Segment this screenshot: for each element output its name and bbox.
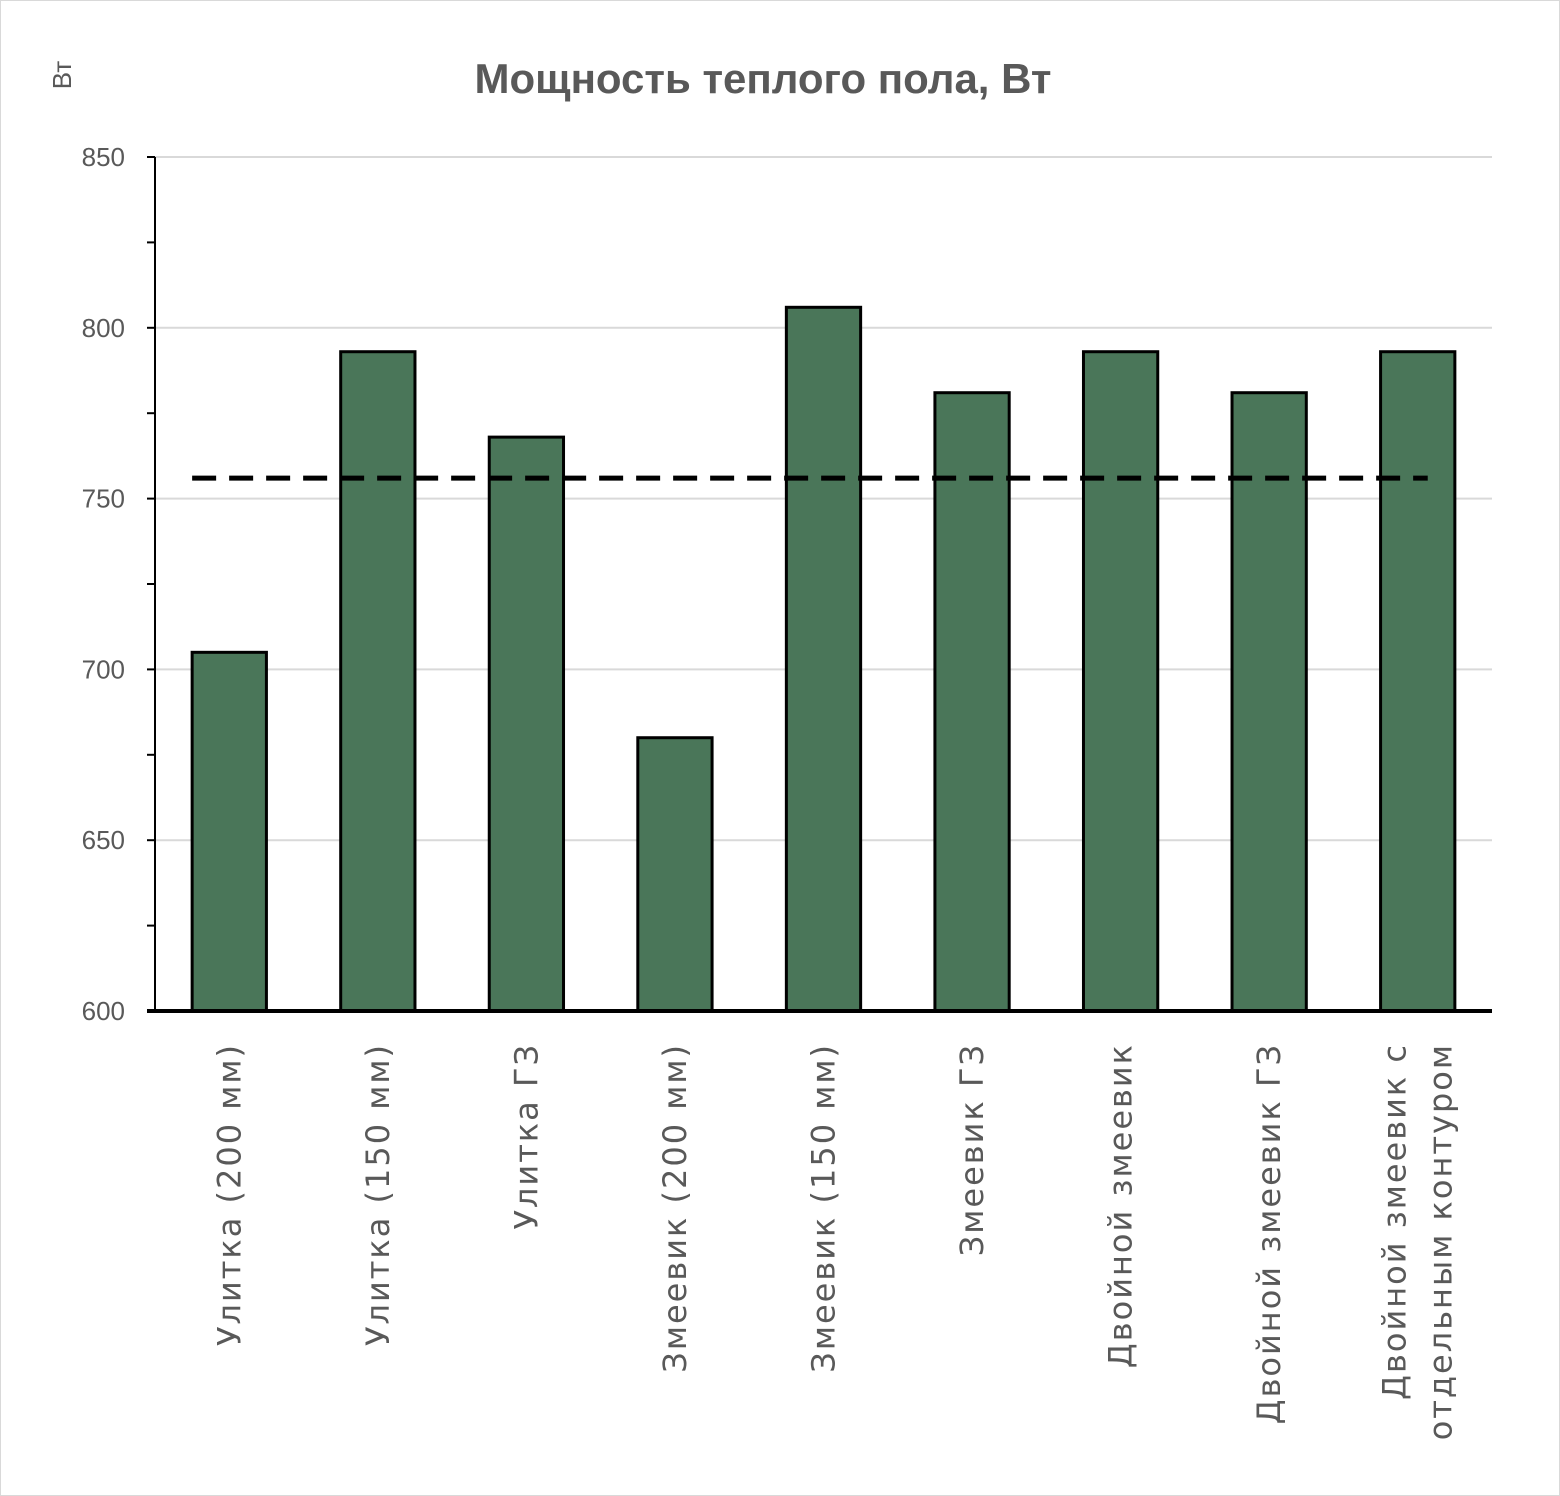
x-tick-label-line: Двойной змеевик с bbox=[1376, 1043, 1414, 1400]
x-tick-label-line: Улитка (200 мм) bbox=[210, 1043, 248, 1346]
bar-2 bbox=[339, 350, 417, 1013]
x-axis-ticks: Улитка (200 мм) Улитка (150 мм) Улитка ГЗ З… bbox=[210, 1043, 1459, 1440]
x-tick-label-line: Змеевик (200 мм) bbox=[656, 1043, 694, 1373]
chart-title: Мощность теплого пола, Вт bbox=[474, 55, 1051, 102]
y-tick-label-750: 750 bbox=[82, 484, 125, 514]
x-tick-label-9: Двойной змеевик с отдельным контуром bbox=[1376, 1043, 1460, 1440]
bar-7 bbox=[1081, 350, 1160, 1013]
bar-3 bbox=[487, 435, 566, 1013]
x-tick-label-line: Змеевик ГЗ bbox=[953, 1043, 991, 1256]
x-tick-label-8: Двойной змеевик ГЗ bbox=[1250, 1043, 1288, 1424]
bar-8 bbox=[1230, 391, 1308, 1013]
x-tick-label-line: Улитка (150 мм) bbox=[359, 1043, 397, 1346]
x-tick-label-line: Змеевик (150 мм) bbox=[805, 1043, 843, 1373]
y-axis-label: Вт bbox=[47, 61, 77, 89]
y-tick-label-850: 850 bbox=[82, 142, 125, 172]
bar-1 bbox=[190, 650, 268, 1013]
x-tick-label-3: Улитка ГЗ bbox=[507, 1043, 545, 1230]
x-tick-label-4: Змеевик (200 мм) bbox=[656, 1043, 694, 1373]
bar-6 bbox=[933, 391, 1011, 1013]
x-tick-label-5: Змеевик (150 мм) bbox=[805, 1043, 843, 1373]
axes bbox=[147, 157, 1492, 1013]
x-tick-label-6: Змеевик ГЗ bbox=[953, 1043, 991, 1256]
x-tick-label-line: Двойной змеевик ГЗ bbox=[1250, 1043, 1288, 1424]
bar-9 bbox=[1379, 350, 1457, 1013]
y-tick-label-700: 700 bbox=[82, 654, 125, 684]
y-tick-label-600: 600 bbox=[82, 996, 125, 1026]
bar-5 bbox=[784, 305, 863, 1013]
y-axis-ticks: 600 650 700 750 800 850 bbox=[82, 142, 155, 1026]
x-tick-label-line: Улитка ГЗ bbox=[507, 1043, 545, 1230]
y-tick-label-800: 800 bbox=[82, 313, 125, 343]
x-tick-label-7: Двойной змеевик bbox=[1102, 1043, 1140, 1368]
bar-4 bbox=[636, 736, 714, 1013]
x-tick-label-1: Улитка (200 мм) bbox=[210, 1043, 248, 1346]
x-tick-label-2: Улитка (150 мм) bbox=[359, 1043, 397, 1346]
x-tick-label-line: отдельным контуром bbox=[1422, 1043, 1460, 1440]
bars bbox=[190, 305, 1457, 1013]
y-tick-label-650: 650 bbox=[82, 825, 125, 855]
x-tick-label-line: Двойной змеевик bbox=[1102, 1043, 1140, 1368]
